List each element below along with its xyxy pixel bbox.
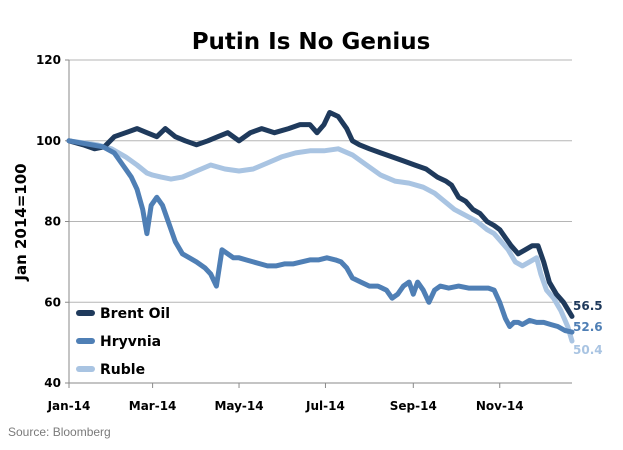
legend-label: Hryvnia — [100, 334, 161, 350]
source-note: Source: Bloomberg — [8, 425, 111, 439]
y-tick-label: 120 — [36, 53, 61, 67]
end-label-brent-oil: 56.5 — [573, 299, 603, 313]
chart-title: Putin Is No Genius — [192, 29, 431, 55]
series-line-brent-oil — [66, 110, 575, 319]
x-tick-label: Jul-14 — [305, 399, 345, 413]
legend-label: Brent Oil — [100, 306, 170, 322]
y-tick-label: 80 — [44, 215, 61, 229]
x-tick-label: Jan-14 — [47, 399, 91, 413]
y-tick-label: 100 — [36, 134, 61, 148]
legend-label: Ruble — [100, 362, 145, 378]
x-tick-labels: Jan-14 Mar-14 May-14 Jul-14 Sep-14 Nov-14 — [47, 383, 524, 413]
end-label-ruble: 50.4 — [573, 343, 603, 357]
end-labels: 50.4 56.5 52.6 — [573, 299, 603, 357]
x-tick-label: Sep-14 — [390, 399, 437, 413]
x-tick-label: Nov-14 — [476, 399, 524, 413]
y-tick-label: 60 — [44, 295, 61, 309]
x-tick-label: Mar-14 — [129, 399, 177, 413]
y-axis-label: Jan 2014=100 — [12, 163, 30, 281]
series-lines — [66, 110, 575, 344]
end-label-hryvnia: 52.6 — [573, 320, 603, 334]
y-tick-label: 40 — [44, 376, 61, 390]
legend: Brent Oil Hryvnia Ruble — [76, 306, 170, 378]
x-tick-label: May-14 — [214, 399, 263, 413]
series-line-hryvnia — [66, 138, 575, 335]
y-tick-labels: 40 60 80 100 120 — [36, 53, 69, 390]
series-line-ruble — [66, 138, 575, 344]
gridlines — [69, 59, 572, 303]
